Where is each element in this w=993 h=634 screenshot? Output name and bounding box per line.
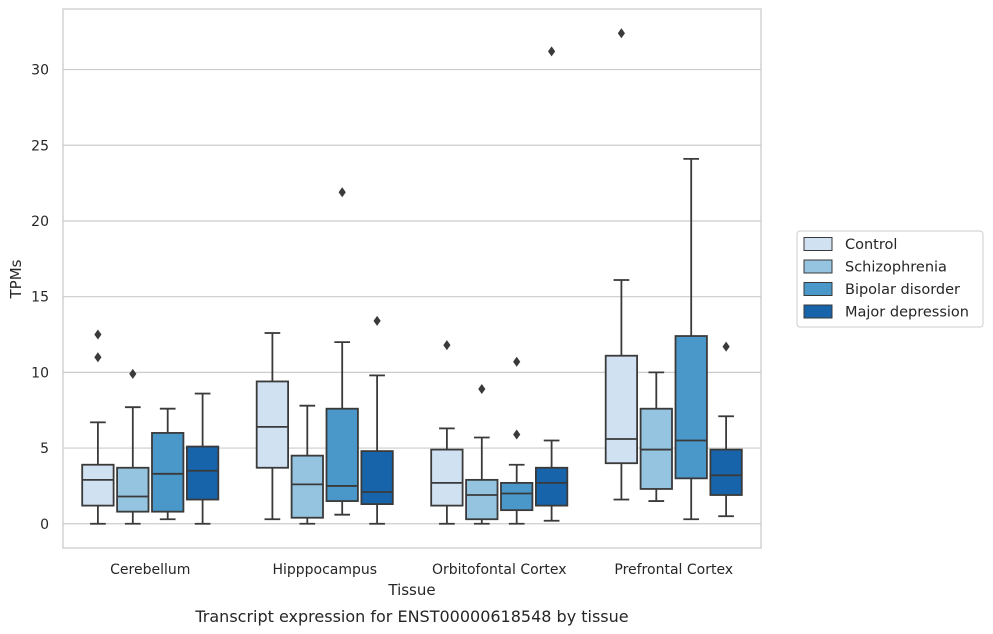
box-bipolar-disorder bbox=[674, 157, 708, 521]
y-tick-label: 15 bbox=[31, 290, 49, 306]
iqr-box bbox=[674, 335, 708, 480]
box-control bbox=[604, 28, 639, 501]
plot-frame bbox=[62, 8, 762, 549]
iqr-box bbox=[81, 463, 115, 507]
box-schizophrenia bbox=[639, 371, 673, 502]
x-tick-labels: Cerebellum Hipppocampus Orbitofontal Corte… bbox=[110, 562, 733, 578]
legend-label: Schizophrenia bbox=[845, 260, 947, 276]
outlier-point bbox=[617, 28, 625, 39]
box-schizophrenia bbox=[116, 368, 150, 525]
iqr-box bbox=[290, 454, 324, 519]
iqr-box bbox=[534, 466, 569, 507]
legend-swatch bbox=[803, 304, 833, 319]
iqr-box bbox=[151, 432, 185, 513]
outlier-point bbox=[129, 368, 137, 379]
box-schizophrenia bbox=[465, 384, 499, 525]
x-tick-label: Prefrontal Cortex bbox=[614, 562, 733, 578]
outlier-point bbox=[94, 352, 102, 363]
outlier-point bbox=[722, 341, 730, 352]
outlier-point bbox=[548, 46, 556, 57]
legend-label: Control bbox=[845, 237, 897, 253]
y-tick-label: 20 bbox=[31, 214, 49, 230]
y-tick-label: 30 bbox=[31, 63, 49, 79]
iqr-box bbox=[465, 478, 499, 521]
box-major-depression bbox=[709, 341, 743, 518]
box-control bbox=[81, 329, 115, 525]
legend-swatch bbox=[803, 259, 833, 274]
iqr-box bbox=[255, 380, 290, 469]
y-tick-label: 10 bbox=[31, 365, 49, 381]
iqr-box bbox=[116, 466, 150, 513]
iqr-box bbox=[325, 407, 359, 502]
box-bipolar-disorder bbox=[151, 407, 185, 521]
box-bipolar-disorder bbox=[325, 187, 359, 516]
legend-label: Major depression bbox=[845, 305, 969, 321]
outlier-point bbox=[478, 384, 486, 395]
outlier-point bbox=[373, 315, 381, 326]
legend-swatch bbox=[803, 237, 833, 251]
box-major-depression bbox=[185, 392, 220, 525]
iqr-box bbox=[430, 448, 464, 507]
y-tick-label: 0 bbox=[40, 517, 49, 533]
iqr-box bbox=[709, 448, 743, 496]
x-tick-label: Orbitofontal Cortex bbox=[432, 562, 567, 578]
figure-caption: Transcript expression for ENST0000061854… bbox=[194, 607, 628, 626]
box-bipolar-disorder bbox=[500, 356, 534, 525]
outlier-point bbox=[513, 429, 521, 440]
box-major-depression bbox=[534, 46, 569, 522]
box-control bbox=[430, 340, 464, 525]
y-axis-label: TPMs bbox=[7, 259, 25, 299]
iqr-box bbox=[500, 481, 534, 512]
iqr-box bbox=[360, 450, 394, 505]
legend: Control Schizophrenia Bipolar disorder Majo… bbox=[796, 230, 984, 328]
outlier-point bbox=[443, 340, 451, 351]
outlier-point bbox=[338, 187, 346, 198]
outlier-point bbox=[94, 329, 102, 340]
box-control bbox=[255, 332, 290, 521]
box-schizophrenia bbox=[290, 404, 324, 525]
x-tick-label: Cerebellum bbox=[110, 562, 190, 578]
iqr-box bbox=[185, 445, 220, 501]
y-tick-labels: 0 5 10 15 20 25 30 bbox=[31, 63, 49, 533]
x-axis-label: Tissue bbox=[387, 581, 435, 599]
x-tick-label: Hipppocampus bbox=[272, 562, 377, 578]
legend-label: Bipolar disorder bbox=[845, 282, 960, 298]
legend-frame bbox=[796, 230, 984, 328]
outlier-point bbox=[513, 356, 521, 367]
box-groups bbox=[81, 28, 743, 525]
y-tick-label: 5 bbox=[40, 441, 49, 457]
box-major-depression bbox=[360, 315, 394, 525]
y-tick-label: 25 bbox=[31, 138, 49, 154]
iqr-box bbox=[604, 354, 639, 465]
legend-swatch bbox=[803, 282, 833, 296]
